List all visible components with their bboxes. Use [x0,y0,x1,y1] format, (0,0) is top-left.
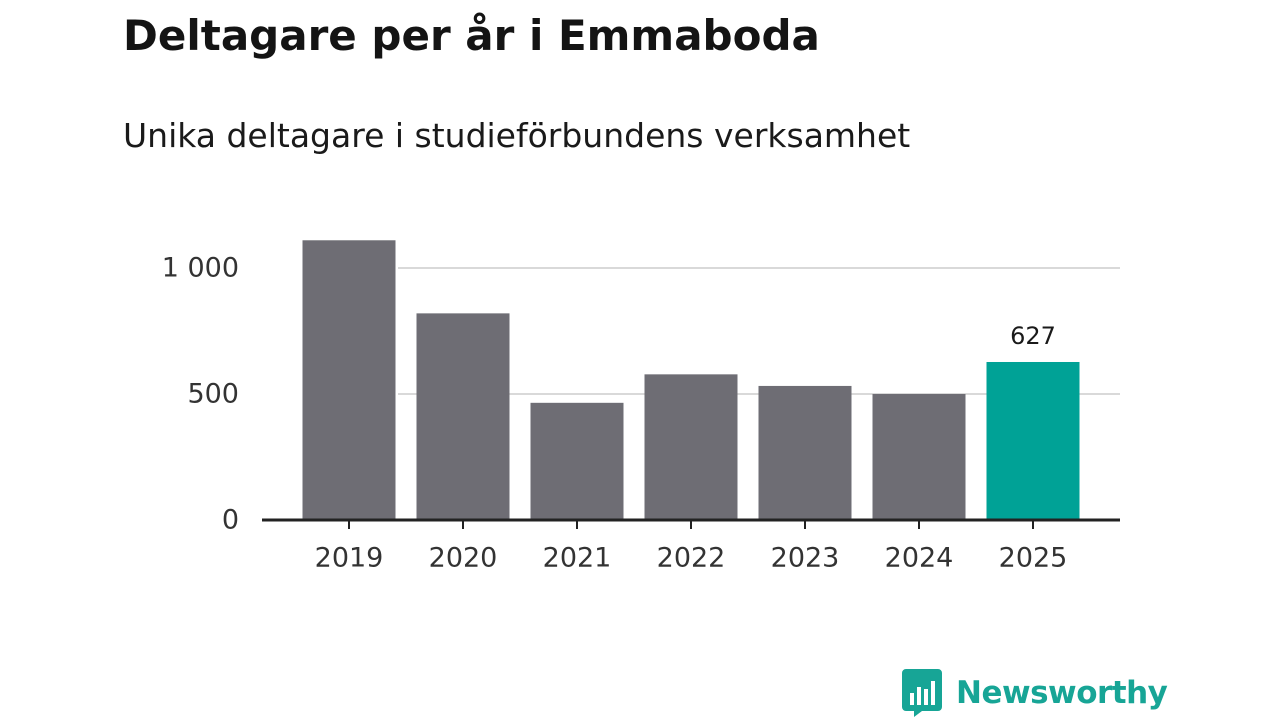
bar-2025 [986,361,1080,520]
bar-2022 [644,374,738,520]
x-tick-label: 2022 [657,543,726,574]
x-tick-label: 2023 [771,543,840,574]
x-tick-label: 2021 [543,543,612,574]
newsworthy-logo: Newsworthy [902,668,1168,718]
y-tick-label: 1 000 [162,253,239,284]
y-tick-label: 0 [222,505,239,536]
x-tick-label: 2024 [885,543,954,574]
logo-text: Newsworthy [956,675,1168,711]
bar-2021 [530,402,624,520]
x-tick-label: 2020 [429,543,498,574]
bar-2019 [302,240,396,520]
bar-2023 [758,385,852,520]
chart-subtitle: Unika deltagare i studieförbundens verks… [123,116,911,155]
bar-2020 [416,313,510,520]
y-tick-label: 500 [187,379,239,410]
x-tick-label: 2019 [315,543,384,574]
bar-chart-speech-bubble-icon [902,669,942,717]
bar-2024 [872,394,966,520]
chart-title: Deltagare per år i Emmaboda [123,11,820,60]
data-label: 627 [1010,322,1056,350]
x-tick-label: 2025 [999,543,1068,574]
